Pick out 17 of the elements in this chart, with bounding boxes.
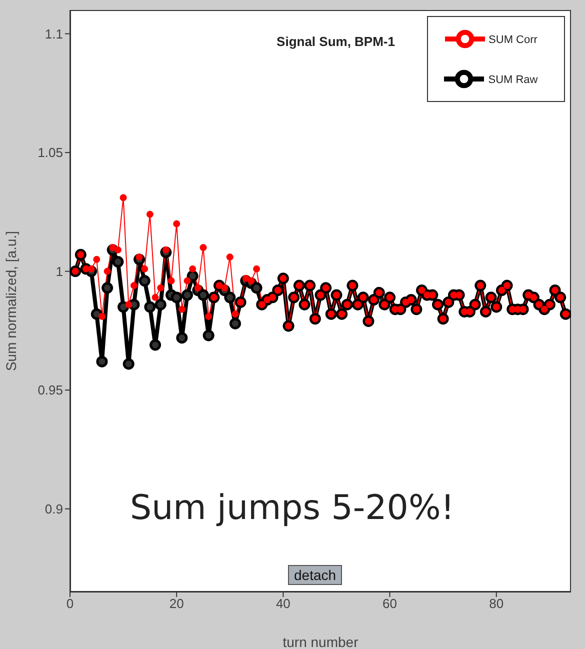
x-axis-title: turn number: [282, 634, 359, 649]
y-tick-label: 0.9: [44, 501, 63, 516]
x-tick-label: 20: [169, 596, 184, 612]
x-tick-label: 80: [489, 596, 504, 612]
x-tick-label: 40: [276, 596, 290, 612]
y-tick-label: 1.05: [38, 145, 63, 160]
x-tick-label: 0: [66, 596, 74, 612]
legend-label: SUM Corr: [488, 34, 538, 46]
y-tick-label: 1: [56, 264, 63, 279]
legend-label: SUM Raw: [488, 74, 538, 86]
x-tick-label: 60: [382, 596, 398, 612]
detach-button: detach: [288, 565, 342, 585]
annotation: Sum jumps 5-20%!: [130, 488, 454, 528]
y-tick-label: 1.1: [44, 26, 63, 42]
y-axis-title: Sum normalized, [a.u.]: [3, 230, 19, 372]
text: Signal Sum, BPM-1: [276, 34, 395, 49]
y-tick-label: 0.95: [38, 382, 63, 398]
